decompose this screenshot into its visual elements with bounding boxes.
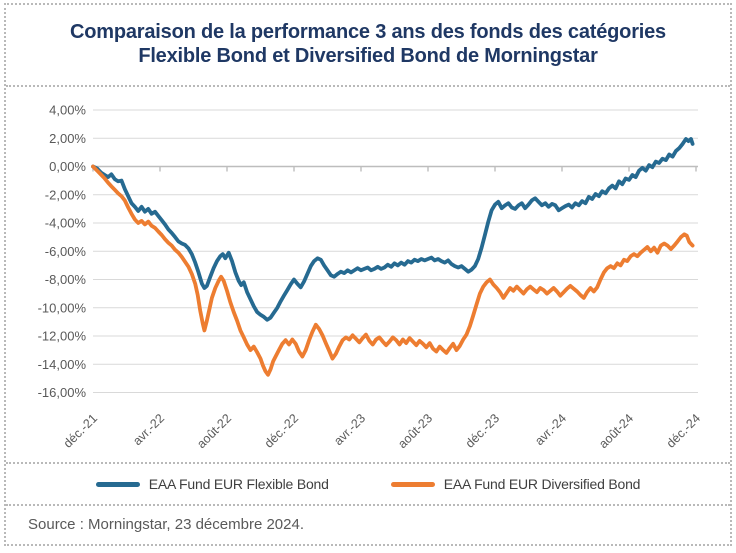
svg-text:avr.-24: avr.-24 <box>532 411 569 448</box>
svg-text:août-23: août-23 <box>395 411 435 451</box>
flexible-bond-line-swatch <box>95 481 140 487</box>
svg-text:-14,00%: -14,00% <box>38 357 87 372</box>
legend-label-diversified-bond: EAA Fund EUR Diversified Bond <box>443 476 641 492</box>
diversified-bond-line-swatch <box>390 481 435 487</box>
svg-text:déc.-23: déc.-23 <box>463 411 502 450</box>
svg-text:-16,00%: -16,00% <box>38 385 87 400</box>
svg-text:déc.-21: déc.-21 <box>61 411 100 450</box>
source-row: Source : Morningstar, 23 décembre 2024. <box>6 504 730 544</box>
svg-text:avr.-23: avr.-23 <box>331 411 368 448</box>
page-title: Comparaison de la performance 3 ans des … <box>70 20 666 67</box>
svg-text:0,00%: 0,00% <box>49 159 86 174</box>
legend-item-diversified-bond: EAA Fund EUR Diversified Bond <box>390 476 641 492</box>
title-section: Comparaison de la performance 3 ans des … <box>6 3 730 87</box>
svg-text:-2,00%: -2,00% <box>45 187 87 202</box>
svg-text:août-24: août-24 <box>596 411 636 451</box>
legend-item-flexible-bond: EAA Fund EUR Flexible Bond <box>95 476 329 492</box>
svg-text:2,00%: 2,00% <box>49 131 86 146</box>
svg-text:-4,00%: -4,00% <box>45 216 87 231</box>
svg-text:déc.-24: déc.-24 <box>664 411 703 450</box>
svg-text:-6,00%: -6,00% <box>45 244 87 259</box>
svg-text:-12,00%: -12,00% <box>38 329 87 344</box>
legend-label-flexible-bond: EAA Fund EUR Flexible Bond <box>148 476 329 492</box>
svg-text:août-22: août-22 <box>194 411 234 451</box>
svg-text:-8,00%: -8,00% <box>45 272 87 287</box>
chart-canvas: 4,00% 2,00% 0,00% -2,00% -4,00% -6,00% -8,00% -… <box>38 103 704 452</box>
svg-text:4,00%: 4,00% <box>49 103 86 118</box>
svg-text:déc.-22: déc.-22 <box>262 411 301 450</box>
svg-text:-10,00%: -10,00% <box>38 300 87 315</box>
performance-chart: 4,00% 2,00% 0,00% -2,00% -4,00% -6,00% -8,00% -… <box>0 85 736 462</box>
svg-text:avr.-22: avr.-22 <box>130 411 167 448</box>
source-text: Source : Morningstar, 23 décembre 2024. <box>28 515 304 533</box>
chart-legend: EAA Fund EUR Flexible Bond EAA Fund EUR … <box>6 462 730 506</box>
